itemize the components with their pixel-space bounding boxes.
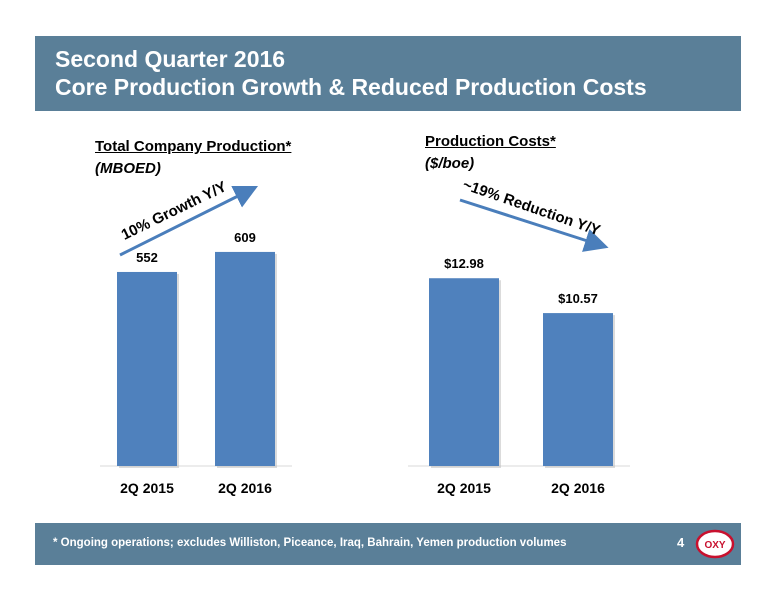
bar-charts: 552 2Q 2015 609 2Q 2016 10% Growth Y/Y $12.98… bbox=[100, 176, 630, 496]
data-label: $10.57 bbox=[558, 291, 598, 306]
data-label: $12.98 bbox=[444, 256, 484, 271]
page-number: 4 bbox=[677, 535, 685, 550]
slide-title-line1: Second Quarter 2016 bbox=[55, 46, 286, 72]
data-label: 609 bbox=[234, 230, 256, 245]
x-tick-label: 2Q 2016 bbox=[551, 480, 605, 496]
trend-annotation: 10% Growth Y/Y bbox=[119, 178, 230, 244]
footnote: * Ongoing operations; excludes Williston… bbox=[53, 537, 567, 549]
footer-banner: * Ongoing operations; excludes Williston… bbox=[35, 523, 741, 565]
trend-arrow bbox=[459, 198, 609, 252]
bar bbox=[117, 271, 177, 466]
production-chart-unit: (MBOED) bbox=[95, 160, 161, 177]
title-banner: Second Quarter 2016 Core Production Grow… bbox=[35, 36, 741, 111]
x-tick-label: 2Q 2016 bbox=[218, 480, 272, 496]
cost-chart-unit: ($/boe) bbox=[425, 155, 475, 172]
trend-arrow bbox=[119, 185, 259, 257]
cost-chart-title: Production Costs* bbox=[425, 133, 556, 150]
bar bbox=[215, 251, 275, 466]
data-label: 552 bbox=[136, 250, 158, 265]
logo-text: OXY bbox=[704, 540, 725, 551]
x-tick-label: 2Q 2015 bbox=[120, 480, 174, 496]
bar bbox=[429, 278, 499, 466]
bar bbox=[543, 313, 613, 466]
oxy-logo-icon: OXY bbox=[695, 529, 735, 559]
production-chart-title: Total Company Production* bbox=[95, 138, 292, 155]
slide-title-line2: Core Production Growth & Reduced Product… bbox=[55, 74, 647, 100]
x-tick-label: 2Q 2015 bbox=[437, 480, 491, 496]
